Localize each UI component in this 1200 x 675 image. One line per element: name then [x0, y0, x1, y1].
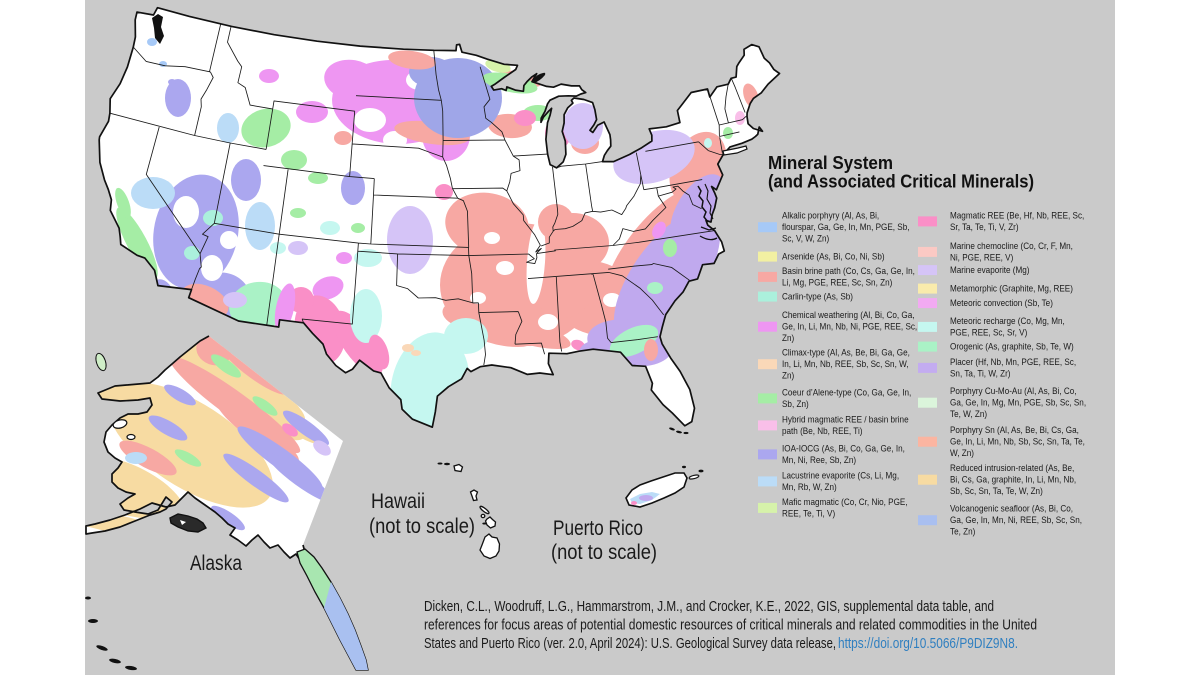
svg-text:Mn, Ni, Ree, Sb, Zn): Mn, Ni, Ree, Sb, Zn): [782, 455, 856, 465]
svg-text:flourspar, Ga, Ge, In, Mn, PGE: flourspar, Ga, Ge, In, Mn, PGE, Sb,: [782, 222, 910, 232]
svg-text:Metamorphic (Graphite, Mg, REE: Metamorphic (Graphite, Mg, REE): [950, 283, 1073, 293]
svg-text:Mn, Rb, W, Zn): Mn, Rb, W, Zn): [782, 482, 837, 492]
svg-text:path (Be, Nb, REE, Ti): path (Be, Nb, REE, Ti): [782, 426, 863, 436]
svg-text:Hybrid magmatic REE / basin br: Hybrid magmatic REE / basin brine: [782, 414, 909, 424]
svg-text:Te, W, Zn): Te, W, Zn): [950, 409, 987, 419]
svg-text:Mineral System: Mineral System: [768, 152, 893, 173]
svg-text:Meteoric convection (Sb, Te): Meteoric convection (Sb, Te): [950, 298, 1053, 308]
svg-text:Sr, Ta, Te, Ti, V, Zr): Sr, Ta, Te, Ti, V, Zr): [950, 222, 1019, 232]
svg-text:Sn, Ta, Ti, W, Zr): Sn, Ta, Ti, W, Zr): [950, 368, 1011, 378]
svg-text:Marine chemocline (Co, Cr, F,: Marine chemocline (Co, Cr, F, Mn,: [950, 241, 1073, 251]
svg-text:Zn): Zn): [782, 333, 794, 343]
svg-text:In, Li, Mn, Nb, REE, Sb, Sc, S: In, Li, Mn, Nb, REE, Sb, Sc, Sn, W,: [782, 359, 909, 369]
svg-text:Ga, Ge, In, Mg, Mn, PGE, Sb, S: Ga, Ge, In, Mg, Mn, PGE, Sb, Sc, Sn,: [950, 397, 1086, 407]
svg-text:Reduced intrusion-related (As,: Reduced intrusion-related (As, Be,: [950, 463, 1074, 473]
svg-text:Ni, PGE, REE, V): Ni, PGE, REE, V): [950, 252, 1013, 262]
svg-text:Magmatic REE (Be, Hf, Nb, REE,: Magmatic REE (Be, Hf, Nb, REE, Sc,: [950, 210, 1084, 220]
svg-text:Alaska: Alaska: [190, 552, 242, 575]
svg-text:Li, Mg, PGE, REE, Sc, Sn, Zn): Li, Mg, PGE, REE, Sc, Sn, Zn): [782, 277, 892, 287]
svg-text:Lacustrine evaporite (Cs, Li,: Lacustrine evaporite (Cs, Li, Mg,: [782, 470, 899, 480]
svg-text:(not to scale): (not to scale): [551, 541, 657, 564]
svg-text:Carlin-type (As, Sb): Carlin-type (As, Sb): [782, 291, 853, 301]
svg-text:Chemical weathering (Al, Bi, C: Chemical weathering (Al, Bi, Co, Ga,: [782, 310, 915, 320]
svg-text:(not to scale): (not to scale): [369, 515, 475, 538]
svg-text:Arsenide (As, Bi, Co, Ni, Sb): Arsenide (As, Bi, Co, Ni, Sb): [782, 251, 885, 261]
svg-text:Porphyry Sn (Al, As, Be, Bi, C: Porphyry Sn (Al, As, Be, Bi, Cs, Ga,: [950, 425, 1079, 435]
svg-text:Sb, Sc, Sn, Ta, Te, W, Zn): Sb, Sc, Sn, Ta, Te, W, Zn): [950, 486, 1043, 496]
svg-text:Placer (Hf, Nb, Mn, PGE, REE,: Placer (Hf, Nb, Mn, PGE, REE, Sc,: [950, 357, 1076, 367]
svg-text:Zn): Zn): [782, 371, 794, 381]
svg-text:Volcanogenic seafloor (As, Bi,: Volcanogenic seafloor (As, Bi, Co,: [950, 503, 1073, 513]
svg-text:Alkalic porphyry (Al, As, Bi,: Alkalic porphyry (Al, As, Bi,: [782, 210, 879, 220]
svg-text:Ge, In, Li, Mn, Nb, Ni, PGE, R: Ge, In, Li, Mn, Nb, Ni, PGE, REE, Sc,: [782, 321, 917, 331]
svg-text:references for focus areas of: references for focus areas of potential …: [424, 618, 1037, 634]
svg-text:Coeur d’Alene-type (Co, Ga, Ge: Coeur d’Alene-type (Co, Ga, Ge, In,: [782, 387, 911, 397]
svg-text:Dicken, C.L., Woodruff, L.G.,: Dicken, C.L., Woodruff, L.G., Hammarstro…: [424, 599, 994, 615]
svg-text:PGE, REE, Sc, Sr, V): PGE, REE, Sc, Sr, V): [950, 327, 1027, 337]
svg-text:Ga, Ge, In, Mn, Ni, REE, Sb, S: Ga, Ge, In, Mn, Ni, REE, Sb, Sc, Sn,: [950, 515, 1082, 525]
svg-text:Meteoric recharge (Co, Mg, Mn,: Meteoric recharge (Co, Mg, Mn,: [950, 316, 1065, 326]
svg-text:States and Puerto Rico (ver. 2: States and Puerto Rico (ver. 2.0, April …: [424, 636, 836, 652]
svg-text:Te, Zn): Te, Zn): [950, 527, 975, 537]
svg-text:Marine evaporite (Mg): Marine evaporite (Mg): [950, 265, 1030, 275]
svg-text:Mafic magmatic (Co, Cr, Nio, P: Mafic magmatic (Co, Cr, Nio, PGE,: [782, 497, 908, 507]
svg-text:Porphyry Cu-Mo-Au (Al, As, Bi,: Porphyry Cu-Mo-Au (Al, As, Bi, Co,: [950, 386, 1077, 396]
svg-text:Ge, In, Li, Mn, Nb, Sb, Sc, Sn: Ge, In, Li, Mn, Nb, Sb, Sc, Sn, Ta, Te,: [950, 436, 1085, 446]
svg-text:Sc, V, W, Zn): Sc, V, W, Zn): [782, 234, 829, 244]
svg-text:(and Associated Critical Miner: (and Associated Critical Minerals): [768, 171, 1034, 192]
svg-text:Hawaii: Hawaii: [371, 490, 425, 513]
svg-text:REE, Te, Ti, V): REE, Te, Ti, V): [782, 508, 835, 518]
svg-text:https://doi.org/10.5066/P9DIZ9: https://doi.org/10.5066/P9DIZ9N8.: [838, 636, 1018, 652]
svg-text:Puerto Rico: Puerto Rico: [553, 517, 643, 540]
svg-text:Basin brine path (Co, Cs, Ga,: Basin brine path (Co, Cs, Ga, Ge, In,: [782, 266, 915, 276]
svg-text:Orogenic (As, graphite, Sb, Te: Orogenic (As, graphite, Sb, Te, W): [950, 341, 1074, 351]
svg-text:Climax-type (Al, As, Be, Bi, G: Climax-type (Al, As, Be, Bi, Ga, Ge,: [782, 347, 910, 357]
svg-text:IOA-IOCG (As, Bi, Co, Ga, Ge,: IOA-IOCG (As, Bi, Co, Ga, Ge, In,: [782, 443, 905, 453]
svg-text:W, Zn): W, Zn): [950, 448, 974, 458]
svg-text:Bi, Cs, Ga, graphite, In, Li,: Bi, Cs, Ga, graphite, In, Li, Mn, Nb,: [950, 474, 1076, 484]
svg-text:Sb, Zn): Sb, Zn): [782, 399, 809, 409]
